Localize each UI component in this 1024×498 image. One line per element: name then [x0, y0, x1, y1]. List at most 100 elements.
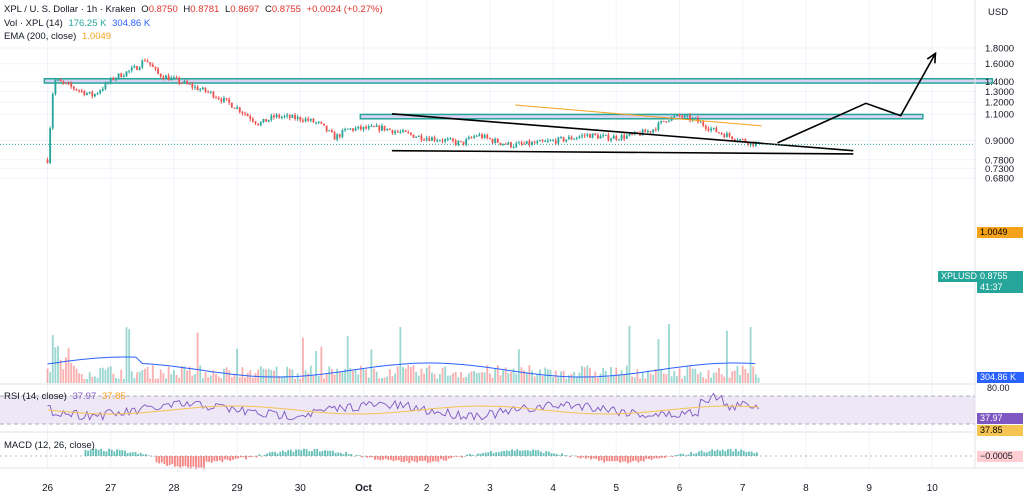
candle-body	[612, 136, 615, 139]
macd-hist-bar	[300, 450, 303, 456]
candle-body	[328, 130, 331, 132]
volume-bar	[288, 368, 291, 383]
macd-hist-bar	[403, 456, 405, 463]
macd-hist-bar	[200, 456, 203, 468]
volume-bar	[428, 365, 431, 383]
macd-hist-bar	[482, 453, 484, 456]
macd-hist-bar	[569, 456, 571, 457]
volume-bar	[244, 377, 246, 383]
macd-hist-bar	[584, 456, 587, 459]
macd-hist-bar	[371, 456, 374, 458]
volume-bar	[720, 374, 723, 383]
volume-bar	[320, 346, 323, 383]
volume-bar	[144, 368, 146, 383]
macd-hist-bar	[181, 456, 184, 467]
macd-hist-bar	[163, 456, 166, 465]
x-tick-label: 10	[927, 483, 939, 494]
volume-bar	[660, 369, 662, 383]
candle-body	[646, 131, 649, 133]
macd-hist-bar	[284, 451, 287, 456]
candle-body	[697, 117, 699, 122]
candle-body	[125, 71, 128, 76]
volume-bar	[104, 369, 107, 383]
x-tick-label: 9	[866, 483, 872, 494]
candle-body	[307, 118, 310, 121]
rsi-line	[47, 392, 759, 421]
candle-body	[446, 138, 449, 140]
volume-bar	[444, 366, 447, 383]
volume-bar	[657, 339, 660, 383]
macd-hist-bar	[653, 456, 656, 459]
price-tick-label: 0.9000	[985, 136, 1014, 147]
candle-body	[670, 116, 673, 121]
candle-body	[225, 97, 228, 100]
volume-bar	[504, 367, 507, 383]
macd-hist-bar	[126, 453, 129, 456]
macd-hist-bar	[152, 455, 155, 457]
price-tick-label: 0.7300	[985, 164, 1014, 175]
volume-bar	[167, 366, 170, 383]
volume-bar	[446, 375, 449, 383]
volume-bar	[381, 378, 383, 383]
price-tick-label: 1.8000	[985, 44, 1014, 55]
ema-200-line	[515, 104, 762, 127]
candle-body	[154, 66, 157, 69]
macd-hist-bar	[453, 456, 456, 457]
macd-hist-bar	[276, 453, 279, 456]
projection-arrow-path	[777, 52, 937, 144]
rsi-label: RSI (14, close)	[4, 391, 67, 402]
candle-body	[115, 77, 117, 80]
candle-body	[599, 136, 602, 139]
candle-body	[515, 143, 518, 147]
volume-ma-tag: 304.86 K	[977, 372, 1024, 383]
macd-hist-bar	[84, 449, 87, 456]
x-tick-label: 7	[740, 483, 746, 494]
candle-body	[575, 137, 578, 139]
macd-hist-bar	[145, 454, 147, 456]
volume-bar	[531, 370, 533, 383]
macd-hist-bar	[379, 456, 382, 461]
candle-body	[78, 90, 81, 92]
macd-hist-bar	[363, 455, 366, 457]
candle-body	[333, 132, 336, 140]
candle-body	[241, 112, 244, 114]
macd-hist-bar	[245, 456, 247, 460]
macd-hist-bar	[750, 451, 753, 456]
candle-body	[465, 139, 468, 145]
candle-body	[531, 142, 533, 145]
candle-body	[199, 89, 202, 91]
volume-bar	[78, 373, 81, 383]
macd-hist-bar	[545, 451, 548, 456]
volume-bar	[546, 369, 549, 383]
candle-body	[388, 128, 391, 130]
macd-hist-bar	[210, 456, 213, 463]
ema-price-tag: 1.0049	[977, 227, 1023, 238]
macd-hist-bar	[160, 456, 163, 463]
volume-bar	[525, 373, 528, 383]
volume-bar	[325, 373, 328, 383]
volume-bar	[623, 374, 626, 383]
macd-hist-bar	[102, 451, 105, 456]
candle-body	[473, 136, 476, 138]
macd-hist-bar	[224, 456, 226, 460]
candle-body	[718, 132, 720, 134]
macd-hist-bar	[347, 454, 350, 456]
volume-bar	[96, 377, 99, 383]
macd-hist-bar	[192, 456, 195, 467]
volume-bar	[223, 368, 225, 383]
macd-hist-bar	[279, 451, 282, 456]
volume-bar	[581, 366, 583, 383]
macd-hist-bar	[105, 451, 108, 456]
macd-hist-bar	[640, 456, 642, 461]
macd-hist-bar	[108, 448, 111, 456]
volume-bar	[115, 377, 117, 383]
macd-hist-bar	[645, 456, 648, 460]
macd-hist-bar	[131, 452, 134, 456]
macd-hist-bar	[118, 449, 121, 456]
macd-hist-bar	[579, 456, 582, 459]
macd-hist-bar	[658, 456, 661, 459]
candle-body	[109, 77, 112, 83]
volume-bar	[344, 368, 346, 383]
macd-hist-bar	[500, 451, 503, 456]
